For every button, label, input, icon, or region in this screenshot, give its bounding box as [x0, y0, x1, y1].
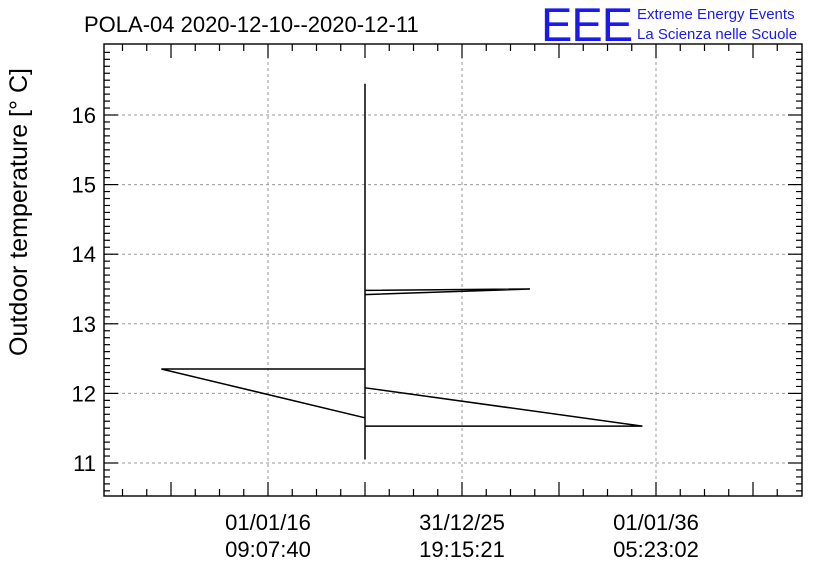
y-tick-label: 16: [72, 103, 96, 128]
x-tick-time: 19:15:21: [419, 537, 505, 562]
x-tick-date: 31/12/25: [419, 510, 505, 535]
series-layer: [161, 83, 643, 460]
y-tick-label: 13: [72, 312, 96, 337]
axis-ticks: [104, 44, 802, 496]
y-tick-label: 12: [72, 381, 96, 406]
y-axis-label: Outdoor temperature [° C]: [5, 68, 33, 356]
y-tick-label: 15: [72, 173, 96, 198]
x-tick-date: 01/01/16: [225, 510, 311, 535]
chart-title: POLA-04 2020-12-10--2020-12-11: [84, 12, 419, 37]
y-tick-label: 11: [73, 451, 96, 476]
plot-frame: [103, 43, 803, 497]
eee-logo-mark: EEE: [541, 0, 632, 51]
grid: [104, 44, 802, 496]
y-tick-label: 14: [72, 242, 96, 267]
x-tick-time: 05:23:02: [613, 537, 699, 562]
x-tick-time: 09:07:40: [225, 537, 311, 562]
x-tick-date: 01/01/36: [613, 510, 699, 535]
eee-logo: EEE Extreme Energy Events La Scienza nel…: [541, 0, 797, 51]
eee-logo-line1: Extreme Energy Events: [637, 6, 795, 23]
eee-logo-line2: La Scienza nelle Scuole: [637, 26, 797, 43]
temperature-series-line: [161, 83, 643, 460]
